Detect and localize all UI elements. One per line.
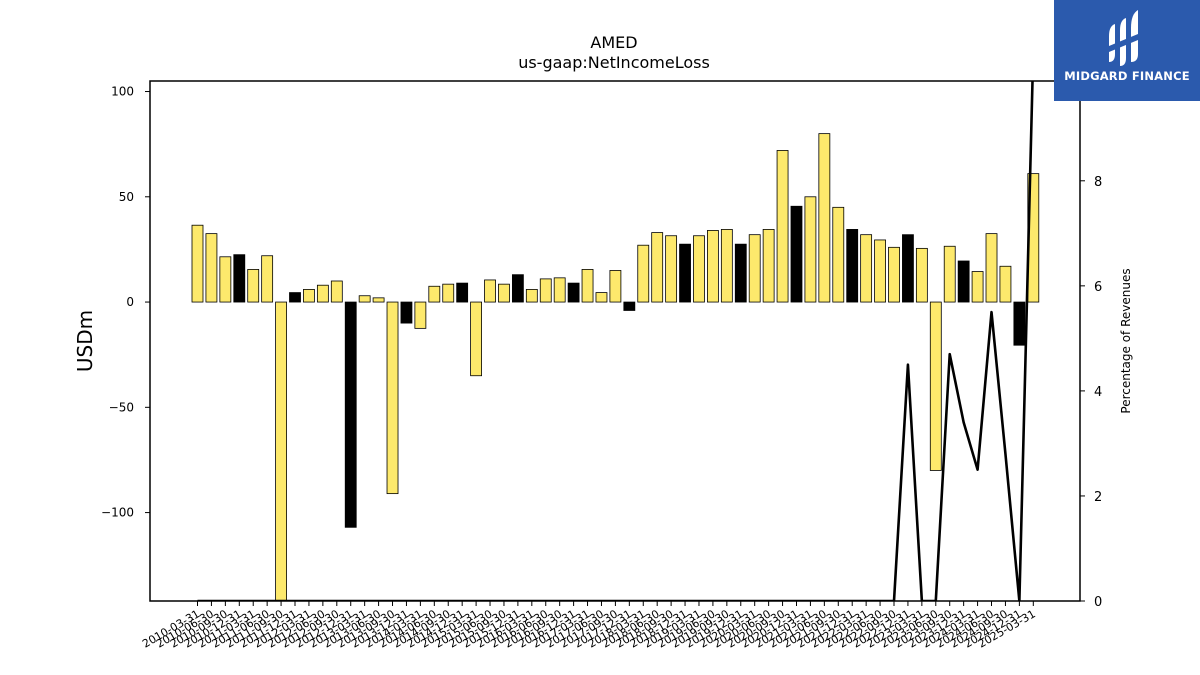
bar-2010-03-31 [191,224,204,303]
bar-2023-12-31 [957,260,970,303]
bar-2024-06-30 [985,233,998,303]
y-tick-label: 100 [111,85,134,99]
bar-2023-03-31 [915,247,928,303]
bar-2023-06-30 [929,301,942,471]
y-tick-label: 0 [126,295,134,309]
bar-2013-06-30 [372,297,385,303]
bar-2013-03-31 [358,295,371,303]
x-ticks-group: 2010-03-312010-06-302010-09-302010-12-31… [140,601,1038,651]
bar-2018-03-31 [637,244,650,303]
bar-2015-09-30 [498,283,510,303]
y2-ticks-group: 0 2 4 6 8 [1080,175,1102,610]
bar-2012-06-30 [316,284,329,303]
bar-2013-09-30 [386,301,399,495]
bar-2012-12-31 [344,301,357,528]
y2-tick-label: 4 [1094,385,1102,400]
bar-2016-09-30 [553,277,566,303]
bar-2019-09-30 [720,229,733,303]
bar-2016-12-31 [567,282,580,303]
bar-2010-12-31 [233,254,246,303]
bar-2011-12-31 [289,292,301,303]
bar-2017-09-30 [609,270,622,303]
bar-2022-03-31 [860,234,873,303]
bar-2015-06-30 [484,279,496,303]
bar-2014-06-30 [428,285,441,303]
bar-2020-06-30 [762,229,775,303]
bar-2016-06-30 [539,278,552,303]
bar-2017-03-31 [581,269,594,303]
bar-2021-12-31 [846,229,859,303]
percentage-of-revenues-line [197,81,1034,601]
midgard-finance-logo: MIDGARD FINANCE [1054,0,1200,101]
y-ticks-group: 100 50 0 −50 −100 [101,85,150,520]
midgard-logo-icon [1109,10,1138,66]
bar-2020-12-31 [790,205,803,303]
bar-2020-09-30 [776,150,789,303]
bar-2014-09-30 [442,283,455,303]
bar-2015-03-31 [470,301,483,377]
bar-2021-06-30 [818,133,831,303]
bar-2019-06-30 [707,230,719,303]
bar-2022-09-30 [888,246,900,303]
bars-group [191,133,1040,602]
bar-2022-06-30 [874,239,886,303]
bar-2020-03-31 [748,234,761,303]
chart-title: AMED [590,33,637,52]
bar-2018-06-30 [651,232,664,303]
y-tick-label: −50 [109,400,134,414]
bar-2012-09-30 [330,280,343,303]
bar-2015-12-31 [511,274,524,303]
bar-2022-12-31 [902,234,914,303]
bar-2024-03-31 [971,271,984,303]
bar-2013-12-31 [400,301,413,324]
bar-2021-09-30 [832,206,845,303]
bar-2011-06-30 [261,255,274,303]
chart-subtitle: us-gaap:NetIncomeLoss [518,53,710,72]
bar-2017-12-31 [623,301,636,311]
y2-tick-label: 6 [1094,280,1102,295]
bar-2011-09-30 [275,301,287,602]
bar-2014-03-31 [414,301,427,329]
y2-tick-label: 8 [1094,175,1102,190]
bar-2012-03-31 [303,289,315,303]
bar-2019-03-31 [693,235,705,303]
bar-2024-09-30 [999,265,1012,303]
bar-2014-12-31 [456,282,469,303]
y2-tick-label: 2 [1094,490,1102,505]
bar-2024-12-31 [1013,301,1026,346]
bar-2011-03-31 [247,269,260,303]
bar-2021-03-31 [804,196,817,303]
y2-tick-label: 0 [1094,595,1102,610]
y-tick-label: 50 [119,190,134,204]
bar-2017-06-30 [595,292,608,303]
y2-axis-label: Percentage of Revenues [1119,268,1133,413]
bar-2023-09-30 [943,245,956,303]
logo-text: MIDGARD FINANCE [1064,69,1190,83]
bar-2018-09-30 [665,235,678,303]
bar-2018-12-31 [679,243,691,303]
y-tick-label: −100 [101,506,134,520]
percentage-line-group [197,81,1034,601]
bar-2016-03-31 [525,289,538,303]
bar-2010-06-30 [205,233,218,303]
y-axis-label: USDm [73,310,97,372]
bar-2010-09-30 [219,256,232,303]
bar-2019-12-31 [734,243,747,303]
